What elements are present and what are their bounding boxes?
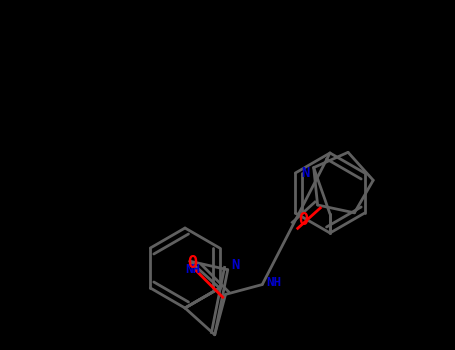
- Text: NH: NH: [186, 263, 200, 276]
- Text: N: N: [302, 166, 310, 180]
- Text: NH: NH: [267, 276, 282, 289]
- Text: O: O: [298, 211, 308, 229]
- Text: O: O: [187, 253, 197, 272]
- Text: N: N: [232, 258, 240, 272]
